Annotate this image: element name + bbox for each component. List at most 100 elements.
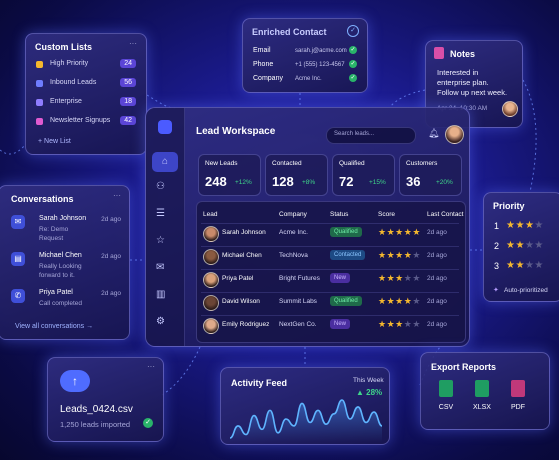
row-divider <box>201 223 459 224</box>
stat-label: Customers <box>406 160 438 167</box>
panel-title: Custom Lists <box>35 42 93 52</box>
avatar <box>203 318 219 334</box>
panel-title: Priority <box>493 201 525 211</box>
more-button[interactable]: ··· <box>129 39 137 48</box>
column-header: Status <box>330 211 349 218</box>
stat-change: +20% <box>436 179 453 186</box>
star: ★ <box>515 260 525 271</box>
lead-name[interactable]: David Wilson <box>222 298 260 305</box>
file-icon[interactable] <box>511 380 525 397</box>
sidebar-icon[interactable]: ▥ <box>156 289 166 300</box>
more-button[interactable]: ··· <box>147 362 155 371</box>
list-name[interactable]: Enterprise <box>50 98 82 105</box>
sidebar-icon[interactable]: ⚇ <box>156 181 165 192</box>
field-label: Phone <box>253 61 274 68</box>
contact-name[interactable]: Michael Chen <box>39 252 82 259</box>
more-button[interactable]: ··· <box>113 191 121 200</box>
star: ★ <box>386 227 396 237</box>
user-avatar[interactable] <box>445 125 464 144</box>
list-icon <box>36 118 43 125</box>
star: ★ <box>403 319 413 329</box>
star-rating: ★★★★★ <box>378 273 421 284</box>
lead-name[interactable]: Emily Rodriguez <box>222 321 270 328</box>
stat-value: 72 <box>339 174 354 189</box>
activity-feed-panel: Activity Feed This Week ▲ 28% <box>220 367 390 445</box>
lead-name[interactable]: Priya Patel <box>222 275 254 282</box>
format-label[interactable]: PDF <box>511 404 525 411</box>
company: Bright Futures <box>279 275 320 282</box>
sidebar-icon[interactable]: ✉ <box>156 262 165 273</box>
field-value: sarah.j@acme.com <box>295 47 347 54</box>
contact-name[interactable]: Sarah Johnson <box>39 215 87 222</box>
list-name[interactable]: High Priority <box>50 60 89 67</box>
avatar <box>203 295 219 311</box>
list-name[interactable]: Newsletter Signups <box>50 117 111 124</box>
format-label[interactable]: CSV <box>438 404 454 411</box>
list-count: 24 <box>120 59 136 68</box>
file-name: Leads_0424.csv <box>60 404 133 415</box>
leads-table: Lead Company Status Score Last Contact Sarah … <box>196 201 466 343</box>
star: ★ <box>534 260 544 271</box>
connector <box>419 346 441 386</box>
star-rating: ★★★★ <box>506 220 544 231</box>
company: Acme Inc. <box>279 229 308 236</box>
list-name[interactable]: Inbound Leads <box>50 79 97 86</box>
auto-prioritized-note: Auto-prioritized <box>504 287 548 294</box>
star: ★ <box>378 273 387 283</box>
row-divider <box>201 269 459 270</box>
file-icon[interactable] <box>475 380 489 397</box>
lead-name[interactable]: Sarah Johnson <box>222 229 266 236</box>
column-header: Company <box>279 211 307 218</box>
last-contact: 2d ago <box>427 298 447 305</box>
change-label: ▲ 28% <box>356 388 383 397</box>
field-label: Company <box>253 75 283 82</box>
column-header: Lead <box>203 211 218 218</box>
check-icon: ✓ <box>349 74 357 82</box>
sparkle-icon: ✦ <box>493 287 499 294</box>
view-all-link[interactable]: View all conversations → <box>15 323 94 330</box>
star: ★ <box>506 220 516 231</box>
stat-card: Contacted 128 +8% <box>265 154 328 196</box>
rank-number: 2 <box>494 241 500 251</box>
star-rating: ★★★★ <box>506 240 544 251</box>
stat-change: +8% <box>302 179 316 186</box>
star: ★ <box>386 273 396 283</box>
conversation-icon: ▤ <box>11 252 25 266</box>
conversation-icon: ✉ <box>11 215 25 229</box>
sidebar-icon[interactable]: ☆ <box>156 235 165 246</box>
star: ★ <box>386 296 396 306</box>
contact-name[interactable]: Priya Patel <box>39 289 73 296</box>
panel-title: Export Reports <box>431 362 497 372</box>
rank-number: 3 <box>494 261 500 271</box>
star: ★ <box>378 319 387 329</box>
upload-status: 1,250 leads imported <box>60 420 131 429</box>
conversations-panel: Conversations ··· View all conversations… <box>0 185 130 340</box>
connector <box>0 144 26 155</box>
search-box[interactable] <box>326 127 416 144</box>
star: ★ <box>506 260 516 271</box>
new-list-button[interactable]: + New List <box>38 138 71 145</box>
stat-change: +15% <box>369 179 386 186</box>
message-preview: Call completed <box>39 300 82 307</box>
sidebar-icon[interactable]: ☰ <box>156 208 165 219</box>
lead-name[interactable]: Michael Chen <box>222 252 262 259</box>
notification-bell[interactable]: 🔔︎ <box>428 128 440 138</box>
avatar <box>203 249 219 265</box>
trend-area <box>230 400 382 442</box>
star: ★ <box>412 250 421 260</box>
sidebar-icon[interactable]: ⚙ <box>156 316 165 327</box>
star: ★ <box>395 319 404 329</box>
format-label[interactable]: XLSX <box>473 404 491 411</box>
panel-title: Activity Feed <box>231 378 288 388</box>
company: TechNova <box>279 252 308 259</box>
check-icon: ✓ <box>349 60 357 68</box>
stat-value: 248 <box>205 174 227 189</box>
stat-card: Customers 36 +20% <box>399 154 462 196</box>
sidebar-icon[interactable]: ⌂ <box>152 152 178 172</box>
stat-change: +12% <box>235 179 252 186</box>
stat-label: Contacted <box>272 160 302 167</box>
file-icon[interactable] <box>439 380 453 397</box>
last-contact: 2d ago <box>427 252 447 259</box>
star: ★ <box>524 260 535 271</box>
